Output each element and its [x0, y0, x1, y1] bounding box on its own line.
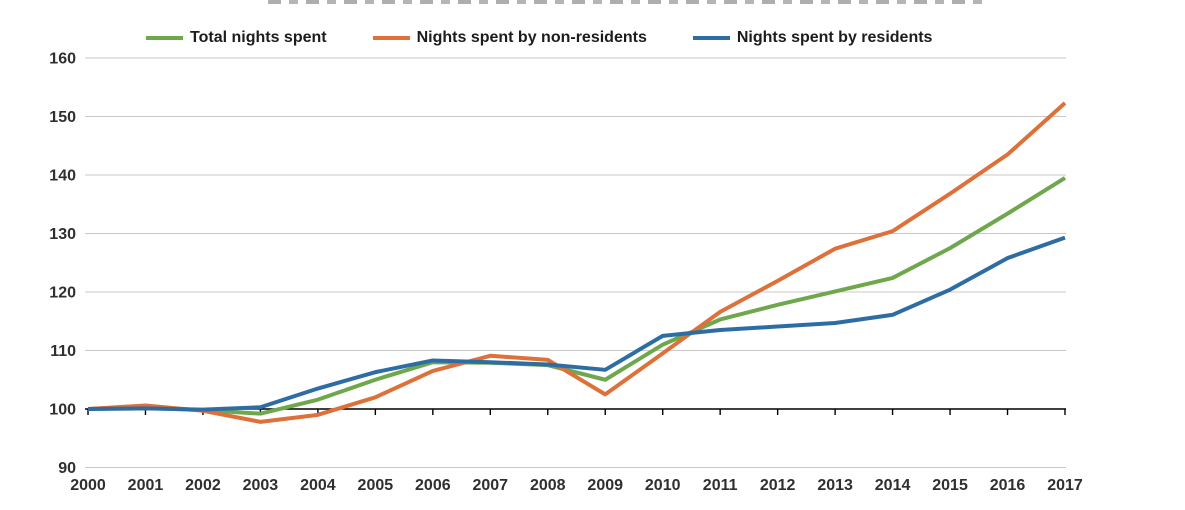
- y-axis-label: 160: [49, 51, 76, 68]
- legend-item-total: Total nights spent: [146, 29, 327, 47]
- legend-swatch: [146, 36, 183, 40]
- x-axis-label: 2008: [530, 477, 566, 494]
- x-axis-label: 2015: [932, 477, 968, 494]
- x-axis-label: 2010: [645, 477, 681, 494]
- x-axis-label: 2000: [70, 477, 106, 494]
- legend-label: Total nights spent: [190, 29, 327, 46]
- x-axis-label: 2016: [990, 477, 1026, 494]
- y-axis-label: 130: [49, 226, 76, 243]
- x-axis-label: 2009: [587, 477, 623, 494]
- series-line-total: [87, 176, 1067, 416]
- y-axis-label: 100: [49, 402, 76, 419]
- x-axis-label: 2001: [128, 477, 164, 494]
- y-axis-label: 120: [49, 285, 76, 302]
- x-axis-label: 2002: [185, 477, 221, 494]
- y-axis-label: 140: [49, 168, 76, 185]
- legend-swatch: [692, 36, 730, 40]
- x-axis-label: 2012: [760, 477, 796, 494]
- legend-item-non-residents: Nights spent by non-residents: [372, 29, 647, 47]
- x-axis-label: 2006: [415, 477, 451, 494]
- legend-label: Nights spent by residents: [736, 29, 933, 46]
- series-line-non-residents: [87, 101, 1067, 424]
- x-axis-label: 2005: [358, 477, 394, 494]
- cropped-title: [268, 0, 984, 4]
- series-line-residents: [87, 235, 1066, 412]
- x-axis-label: 2013: [817, 477, 853, 494]
- legend-swatch: [372, 36, 410, 40]
- x-axis-label: 2014: [875, 477, 911, 494]
- x-axis-label: 2011: [703, 477, 738, 494]
- x-axis-label: 2004: [300, 477, 336, 494]
- x-axis-label: 2003: [243, 477, 279, 494]
- legend: Total nights spent Nights spent by non-r…: [146, 27, 932, 49]
- y-axis-label: 150: [49, 109, 76, 126]
- x-axis-label: 2007: [472, 477, 508, 494]
- legend-item-residents: Nights spent by residents: [692, 29, 933, 47]
- legend-label: Nights spent by non-residents: [416, 29, 647, 46]
- x-axis-label: 2017: [1047, 477, 1083, 494]
- y-axis-label: 110: [50, 343, 76, 360]
- y-axis-label: 90: [58, 460, 76, 477]
